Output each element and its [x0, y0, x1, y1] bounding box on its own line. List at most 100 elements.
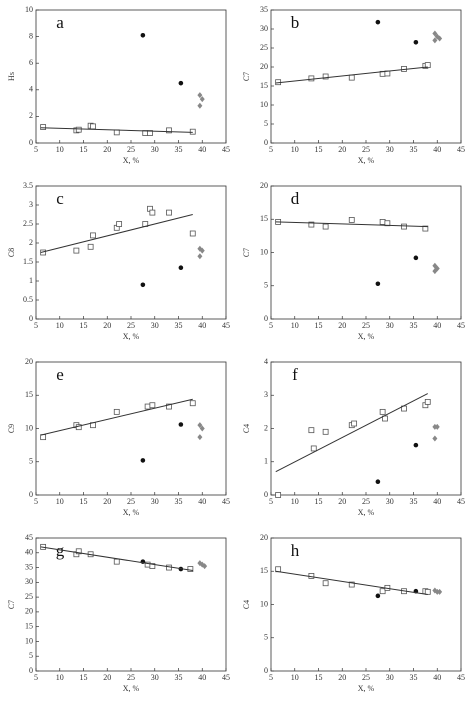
circle-point	[375, 281, 381, 287]
square-point	[166, 127, 172, 134]
square-point	[348, 581, 355, 588]
panel-label: h	[291, 541, 300, 560]
panel-label: a	[56, 13, 64, 32]
fit-line	[275, 393, 428, 473]
square-point	[308, 427, 315, 434]
plot-frame	[35, 361, 227, 496]
fit-line	[275, 221, 428, 228]
square-point	[187, 566, 194, 572]
y-tick-label: 20	[260, 62, 268, 71]
y-tick-label: 20	[25, 357, 33, 366]
y-tick-label: 0	[29, 666, 33, 675]
x-tick-label: 15	[80, 321, 88, 330]
y-tick-label: 5	[29, 457, 33, 466]
x-tick-label: 25	[127, 321, 135, 330]
x-tick-label: 30	[386, 497, 394, 506]
diamond-point	[434, 423, 440, 430]
square-point	[275, 492, 282, 498]
x-tick-label: 5	[269, 145, 273, 154]
plot-frame	[270, 185, 462, 320]
x-tick-label: 40	[433, 673, 441, 682]
y-tick-label: 0.5	[23, 295, 33, 304]
square-point	[379, 588, 386, 595]
square-point	[189, 400, 196, 407]
y-tick-label: 30	[25, 577, 33, 586]
y-tick-label: 0	[264, 138, 268, 147]
fit-line	[40, 546, 193, 572]
x-tick-label: 10	[56, 497, 64, 506]
x-tick-label: 20	[103, 321, 111, 330]
square-point	[189, 128, 196, 135]
x-tick-label: 15	[315, 145, 323, 154]
circle-point	[140, 458, 146, 463]
x-tick-label: 10	[291, 145, 299, 154]
square-point	[113, 558, 120, 565]
x-tick-label: 5	[34, 145, 38, 154]
x-tick-label: 10	[56, 673, 64, 682]
x-tick-label: 20	[338, 497, 346, 506]
plot-frame	[270, 9, 462, 144]
y-tick-label: 0	[264, 666, 268, 675]
x-tick-label: 5	[269, 497, 273, 506]
y-tick-label: 15	[260, 81, 268, 90]
circle-point	[375, 479, 381, 485]
x-tick-label: 5	[34, 497, 38, 506]
y-tick-label: 1.5	[23, 257, 33, 266]
x-tick-label: 5	[269, 673, 273, 682]
y-axis-label: Hs	[7, 72, 16, 81]
x-tick-label: 25	[127, 145, 135, 154]
square-point	[322, 223, 329, 230]
y-tick-label: 10	[260, 100, 268, 109]
square-point	[166, 209, 172, 216]
diamond-point	[199, 247, 205, 254]
x-tick-label: 45	[222, 321, 230, 330]
x-tick-label: 20	[103, 497, 111, 506]
x-tick-label: 35	[175, 497, 183, 506]
panel-label: f	[292, 365, 298, 384]
y-tick-label: 0	[264, 314, 268, 323]
x-tick-label: 25	[362, 145, 370, 154]
diamond-point	[199, 96, 205, 103]
y-tick-label: 20	[260, 533, 268, 542]
x-tick-label: 30	[386, 321, 394, 330]
plot-frame	[35, 9, 227, 144]
panel-label: e	[56, 365, 64, 384]
circle-point	[140, 282, 146, 288]
diamond-point	[199, 425, 205, 432]
square-point	[424, 398, 431, 405]
square-point	[310, 445, 317, 452]
y-tick-label: 35	[25, 562, 33, 571]
square-point	[113, 129, 120, 136]
square-point	[75, 126, 82, 133]
x-axis-label: X, %	[358, 332, 375, 341]
x-tick-label: 5	[34, 673, 38, 682]
diamond-point	[432, 435, 438, 442]
x-tick-label: 40	[198, 673, 206, 682]
x-tick-label: 20	[103, 145, 111, 154]
square-point	[424, 62, 431, 68]
x-tick-label: 15	[315, 497, 323, 506]
y-tick-label: 20	[260, 181, 268, 190]
x-tick-label: 25	[362, 497, 370, 506]
y-tick-label: 5	[29, 651, 33, 660]
y-axis-label: C7	[242, 248, 251, 257]
square-point	[401, 223, 407, 230]
x-tick-label: 35	[410, 673, 418, 682]
y-tick-label: 5	[264, 281, 268, 290]
circle-point	[375, 593, 381, 599]
y-tick-label: 10	[260, 247, 268, 256]
y-axis-label: C8	[7, 248, 16, 257]
x-tick-label: 5	[269, 321, 273, 330]
x-axis-label: X, %	[123, 508, 140, 517]
diamond-point	[197, 102, 203, 109]
x-tick-label: 30	[386, 145, 394, 154]
x-tick-label: 45	[457, 145, 465, 154]
square-point	[379, 408, 386, 415]
x-tick-label: 20	[103, 673, 111, 682]
square-point	[149, 563, 156, 569]
y-tick-label: 15	[260, 214, 268, 223]
y-tick-label: 20	[25, 607, 33, 616]
plot-frame	[35, 185, 227, 320]
diamond-point	[197, 422, 203, 429]
x-tick-label: 15	[80, 145, 88, 154]
